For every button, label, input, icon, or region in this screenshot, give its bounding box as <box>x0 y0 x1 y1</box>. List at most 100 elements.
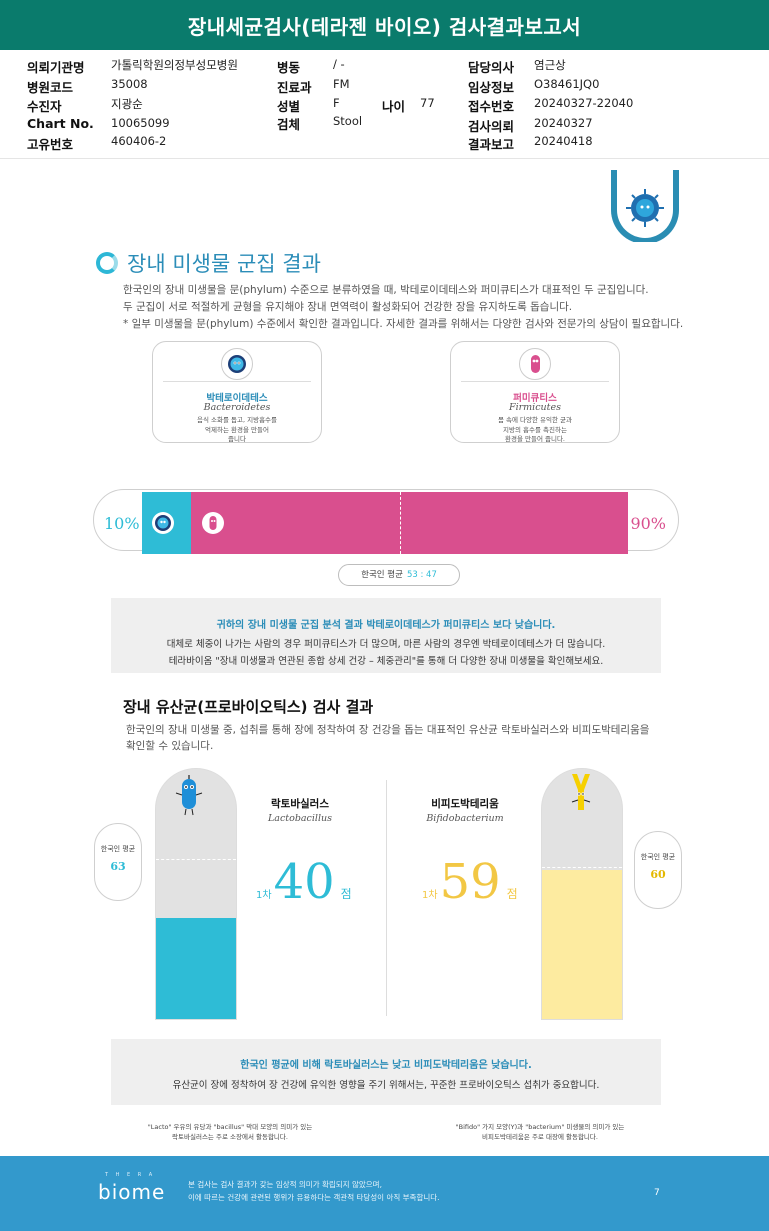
bifidobacterium-average-bubble: 한국인 평균 60 <box>634 831 682 909</box>
bifidobacterium-note-line: "Bifido" 가지 모양(Y)과 "bacterium" 미생물의 의미가 … <box>455 1123 625 1131</box>
card-divider <box>461 381 609 382</box>
firmicutes-icon <box>519 348 551 380</box>
result-report-label: 결과보고 <box>468 137 515 152</box>
lactobacillus-note-line: 락토바실러스는 주로 소장에서 활동합니다. <box>172 1133 288 1141</box>
firmicutes-name-en: Firmicutes <box>509 402 561 413</box>
bifidobacterium-fill <box>542 870 622 1019</box>
requesting-org: 가톨릭학원의정부성모병원 <box>111 58 238 72</box>
age: 77 <box>420 96 435 110</box>
specimen-label: 검체 <box>277 117 301 132</box>
test-request-date: 20240327 <box>534 116 593 130</box>
bacteroidetes-icon <box>221 348 253 380</box>
lactobacillus-round: 1차 <box>256 890 272 901</box>
lactobacillus-score: 1차 40 점 <box>256 858 352 906</box>
bacteria-badge-icon <box>611 170 679 242</box>
patient-label: 수진자 <box>27 99 62 114</box>
footer: T H E R A biome 본 검사는 검사 결과가 갖는 임상적 의미가 … <box>0 1156 769 1231</box>
bacteroidetes-bar <box>142 492 191 554</box>
bifidobacterium-score: 1차 59 점 <box>422 858 518 906</box>
lactobacillus-score-unit: 점 <box>340 887 352 901</box>
bacteroidetes-desc-line: 억제하는 환경을 만들어 <box>205 425 269 434</box>
firmicutes-bar <box>190 492 628 554</box>
department-label: 진료과 <box>277 80 312 95</box>
bacteroidetes-name-kr: 박테로이데테스 <box>206 393 268 404</box>
footer-disclaimer-line: 이에 따르는 건강에 관련된 행위가 유용하다는 객관적 타당성이 아직 부족합… <box>188 1193 440 1202</box>
patient-name: 지광순 <box>111 97 143 111</box>
footer-disclaimer: 본 검사는 검사 결과가 갖는 임상적 의미가 확립되지 않았으며, 이에 따르… <box>188 1178 440 1204</box>
department: FM <box>333 77 350 91</box>
korean-average-label: 한국인 평균 <box>361 570 403 580</box>
section2-para2: 확인할 수 있습니다. <box>126 740 214 752</box>
korean-average-pill: 한국인 평균 53 : 47 <box>338 564 460 586</box>
section2-summary-head: 한국인 평균에 비해 락토바실러스는 낮고 비피도박테리움은 낮습니다. <box>240 1060 532 1071</box>
bifidobacterium-score-value: 59 <box>439 854 501 910</box>
bifidobacterium-name-kr: 비피도박테리움 <box>431 798 499 810</box>
bifidobacterium-average-label: 한국인 평균 <box>640 853 676 861</box>
clinical-info-label: 임상정보 <box>468 80 515 95</box>
doctor: 염근상 <box>534 58 566 72</box>
section1-title: 장내 미생물 군집 결과 <box>96 248 321 278</box>
bacteroidetes-bar-icon <box>152 512 174 534</box>
chart-no: 10065099 <box>111 116 170 130</box>
section2-divider <box>386 780 387 1016</box>
report-title-bar: 장내세균검사(테라젠 바이오) 검사결과보고서 <box>0 0 769 50</box>
hospital-code-label: 병원코드 <box>27 80 74 95</box>
hospital-code: 35008 <box>111 77 148 91</box>
section1-para3: * 일부 미생물을 문(phylum) 수준에서 확인한 결과입니다. 자세한 … <box>123 318 684 330</box>
lactobacillus-average-bubble: 한국인 평균 63 <box>94 823 142 901</box>
sex-label: 성별 <box>277 99 301 114</box>
section2-summary-box: 한국인 평균에 비해 락토바실러스는 낮고 비피도박테리움은 낮습니다. 유산균… <box>111 1039 661 1105</box>
bifidobacterium-note: "Bifido" 가지 모양(Y)과 "bacterium" 미생물의 의미가 … <box>430 1122 650 1142</box>
section1-summary-line2: 테라바이옴 "장내 미생물과 연관된 종합 상세 건강 – 체중관리"를 통해 … <box>168 656 604 667</box>
korean-average-marker <box>399 492 401 554</box>
section2-para1: 한국인의 장내 미생물 중, 섭취를 통해 장에 정착하여 장 건강을 돕는 대… <box>126 724 650 736</box>
unique-no-label: 고유번호 <box>27 137 74 152</box>
receipt-no: 20240327-22040 <box>534 96 634 110</box>
info-divider <box>0 158 769 159</box>
bifidobacterium-character-icon <box>571 774 591 810</box>
unique-no: 460406-2 <box>111 134 167 148</box>
requesting-org-label: 의뢰기관명 <box>27 60 85 75</box>
bifidobacterium-note-line: 비피도박테리움은 주로 대장에 활동합니다. <box>482 1133 598 1141</box>
section1-title-text: 장내 미생물 군집 결과 <box>127 252 321 276</box>
bacteroidetes-desc: 음식 소화를 돕고, 지방흡수를 억제하는 환경을 만들어 줍니다 <box>177 416 297 445</box>
section1-para1: 한국인의 장내 미생물을 문(phylum) 수준으로 분류하였을 때, 박테로… <box>123 284 649 296</box>
bifidobacterium-average-value: 60 <box>650 868 666 881</box>
section1-para2: 두 군집이 서로 적절하게 균형을 유지해야 장내 면역력이 활성화되어 건강한… <box>123 301 573 313</box>
lactobacillus-title: 락토바실러스 Lactobacillus <box>250 796 350 824</box>
bifidobacterium-average-line <box>542 866 622 868</box>
clinical-info: O38461JQ0 <box>534 77 600 91</box>
card-divider <box>163 381 311 382</box>
lactobacillus-note-line: "Lacto" 우유의 유당과 "bacillus" 막대 모양의 의미가 있는 <box>147 1123 313 1131</box>
lactobacillus-character-icon <box>175 775 203 816</box>
lactobacillus-name-kr: 락토바실러스 <box>271 798 329 810</box>
footer-disclaimer-line: 본 검사는 검사 결과가 갖는 임상적 의미가 확립되지 않았으며, <box>188 1180 382 1189</box>
ward: / - <box>333 57 345 71</box>
firmicutes-desc-line: 환경을 만들어 줍니다. <box>504 435 566 443</box>
bifidobacterium-score-unit: 점 <box>506 887 518 901</box>
firmicutes-name-kr: 퍼미큐티스 <box>513 393 557 404</box>
firmicutes-desc-line: 지방의 흡수를 촉진하는 <box>503 425 567 434</box>
biome-logo: biome <box>98 1180 166 1204</box>
ward-label: 병동 <box>277 60 301 75</box>
firmicutes-bar-icon <box>201 512 224 534</box>
section1-summary-line1: 대체로 체중이 나가는 사람의 경우 퍼미큐티스가 더 많으며, 마른 사람의 … <box>166 639 606 650</box>
bifidobacterium-round: 1차 <box>422 890 438 901</box>
bacteroidetes-pct: 10% <box>104 514 140 533</box>
firmicutes-pct: 90% <box>630 514 666 533</box>
bacteroidetes-card: 박테로이데테스 Bacteroidetes 음식 소화를 돕고, 지방흡수를 억… <box>152 341 322 443</box>
firmicutes-desc-line: 몸 속에 다양한 유익한 균과 <box>497 416 573 424</box>
chart-no-label: Chart No. <box>27 116 94 131</box>
section1-summary-head: 귀하의 장내 미생물 군집 분석 결과 박테로이데테스가 퍼미큐티스 보다 낮습… <box>216 620 556 631</box>
lactobacillus-name-en: Lactobacillus <box>267 813 332 824</box>
firmicutes-card: 퍼미큐티스 Firmicutes 몸 속에 다양한 유익한 균과 지방의 흡수를… <box>450 341 620 443</box>
report-title: 장내세균검사(테라젠 바이오) 검사결과보고서 <box>187 14 582 39</box>
page-number: 7 <box>654 1188 660 1198</box>
lactobacillus-score-value: 40 <box>273 854 335 910</box>
lactobacillus-note: "Lacto" 우유의 유당과 "bacillus" 막대 모양의 의미가 있는… <box>120 1122 340 1142</box>
receipt-no-label: 접수번호 <box>468 99 515 114</box>
firmicutes-desc: 몸 속에 다양한 유익한 균과 지방의 흡수를 촉진하는 환경을 만들어 줍니다… <box>475 416 595 445</box>
result-report-date: 20240418 <box>534 134 593 148</box>
lactobacillus-average-value: 63 <box>110 860 126 873</box>
lactobacillus-average-label: 한국인 평균 <box>100 845 136 853</box>
